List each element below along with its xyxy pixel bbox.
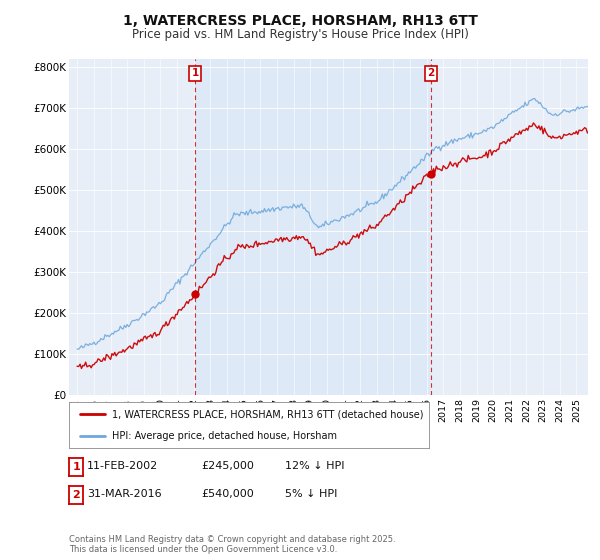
Bar xyxy=(195,59,431,395)
Text: 12% ↓ HPI: 12% ↓ HPI xyxy=(285,461,344,471)
Text: Contains HM Land Registry data © Crown copyright and database right 2025.
This d: Contains HM Land Registry data © Crown c… xyxy=(69,535,395,554)
Text: 1, WATERCRESS PLACE, HORSHAM, RH13 6TT: 1, WATERCRESS PLACE, HORSHAM, RH13 6TT xyxy=(122,14,478,28)
Text: 11-FEB-2002: 11-FEB-2002 xyxy=(87,461,158,471)
Text: £245,000: £245,000 xyxy=(201,461,254,471)
Text: 31-MAR-2016: 31-MAR-2016 xyxy=(87,489,161,499)
Text: 2: 2 xyxy=(427,68,434,78)
Text: 1: 1 xyxy=(73,462,80,472)
Text: Price paid vs. HM Land Registry's House Price Index (HPI): Price paid vs. HM Land Registry's House … xyxy=(131,28,469,41)
Text: 2: 2 xyxy=(73,490,80,500)
Text: HPI: Average price, detached house, Horsham: HPI: Average price, detached house, Hors… xyxy=(112,431,337,441)
Text: £540,000: £540,000 xyxy=(201,489,254,499)
Text: 1, WATERCRESS PLACE, HORSHAM, RH13 6TT (detached house): 1, WATERCRESS PLACE, HORSHAM, RH13 6TT (… xyxy=(112,409,424,419)
Text: 1: 1 xyxy=(191,68,199,78)
Text: 5% ↓ HPI: 5% ↓ HPI xyxy=(285,489,337,499)
